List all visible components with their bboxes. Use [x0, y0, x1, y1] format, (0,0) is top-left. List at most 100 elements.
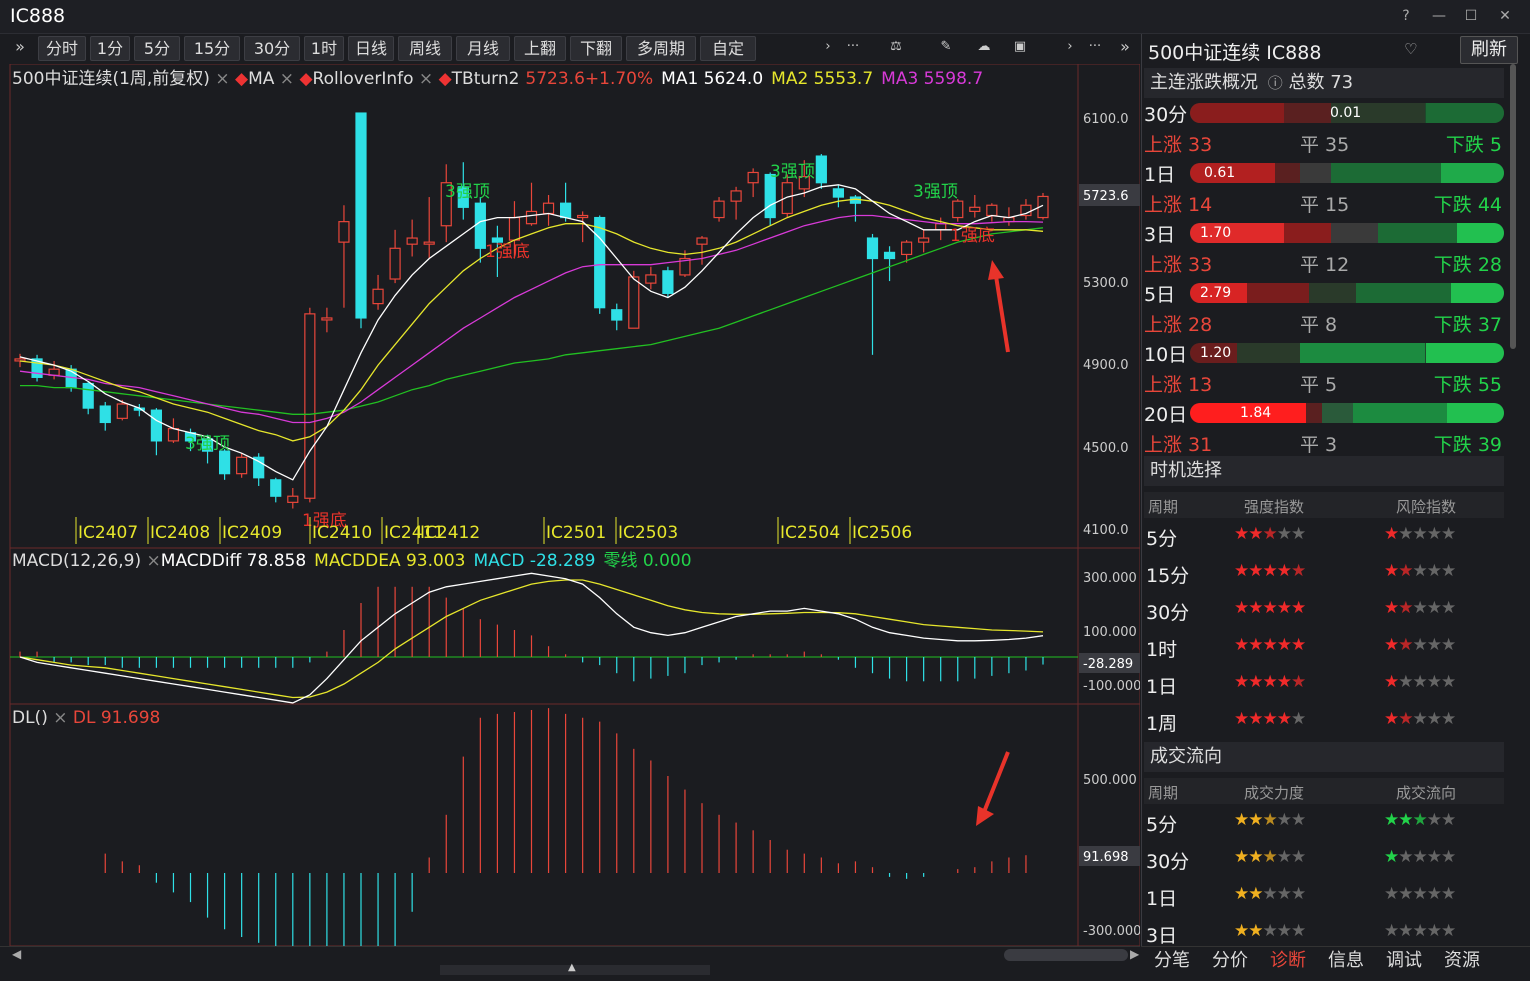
period-button-10[interactable]: 下翻 — [570, 36, 622, 61]
candle-body — [730, 190, 742, 202]
overview-value: 0.61 — [1204, 165, 1236, 181]
splitter-up-icon[interactable]: ▲ — [568, 962, 576, 973]
candle-body — [304, 313, 316, 499]
candle-body — [31, 358, 43, 378]
flow-title: 成交流向 — [1150, 746, 1222, 767]
candle-body — [116, 403, 128, 419]
strength-stars: ★★★★★ — [1234, 635, 1306, 655]
bottom-signal-label: 1强底 — [950, 226, 995, 246]
tab-1[interactable]: 分价 — [1212, 950, 1248, 971]
candle-body — [866, 237, 879, 260]
candle-body — [679, 257, 691, 276]
overview-down: 下跌 37 — [1433, 314, 1502, 336]
chart-area[interactable]: 3强顶 3强顶 3强顶 3强顶 1强底 1强底 1强底 IC2407 IC2408 IC2409 I… — [0, 64, 1140, 946]
refresh-button[interactable]: 刷新 — [1460, 36, 1518, 64]
period-button-8[interactable]: 月线 — [456, 36, 510, 61]
bar-segment — [1309, 283, 1357, 303]
chevron-right-icon[interactable]: › — [825, 39, 831, 54]
period-button-1[interactable]: 1分 — [90, 36, 130, 61]
overview-bar: 0.01 — [1190, 103, 1504, 123]
risk-stars: ★★★★★ — [1384, 884, 1456, 904]
tab-3[interactable]: 信息 — [1328, 950, 1364, 971]
candle-body — [918, 237, 930, 243]
minimize-icon[interactable]: — — [1432, 8, 1446, 24]
tab-2[interactable]: 诊断 — [1270, 950, 1306, 971]
bar-segment — [1356, 283, 1451, 303]
table-period: 30分 — [1146, 602, 1190, 624]
overview-flat: 平 3 — [1300, 434, 1338, 456]
candle-body — [287, 495, 299, 503]
help-circle-icon[interactable]: ⓘ — [1267, 74, 1283, 92]
candle-body — [14, 358, 26, 362]
overview-period: 30分 — [1144, 104, 1188, 126]
more-icon[interactable]: ··· — [846, 39, 860, 54]
period-button-6[interactable]: 日线 — [348, 36, 394, 61]
table-header: 周期 成交力度 成交流向 — [1144, 778, 1504, 804]
scrollbar[interactable] — [1510, 64, 1516, 349]
cloud-icon[interactable]: ☁ — [977, 39, 991, 54]
window-icon[interactable]: ▣ — [1013, 39, 1027, 54]
table-header-cell: 周期 — [1148, 784, 1179, 802]
scroll-left-icon[interactable]: ◀ — [12, 947, 22, 961]
period-button-2[interactable]: 5分 — [134, 36, 180, 61]
rights-icon[interactable]: ⚖ — [890, 39, 902, 54]
bar-segment — [1450, 283, 1504, 303]
candle-body — [508, 216, 521, 241]
candle-body — [372, 288, 384, 305]
contract-label: IC2412 — [420, 523, 480, 543]
overview-period: 5日 — [1144, 284, 1176, 306]
dl-tick: 500.000 — [1083, 773, 1137, 788]
risk-stars: ★★★★★ — [1384, 709, 1456, 729]
macd-panel — [10, 572, 1078, 704]
scroll-thumb[interactable] — [1004, 949, 1128, 961]
arrow-up-annotation — [988, 260, 1010, 353]
contract-label: IC2410 — [312, 523, 372, 543]
bar-segment — [1447, 403, 1504, 423]
period-button-0[interactable]: 分时 — [38, 36, 86, 61]
help-icon[interactable]: ? — [1402, 8, 1410, 24]
period-button-7[interactable]: 周线 — [398, 36, 452, 61]
bar-segment — [1190, 283, 1247, 303]
nav-right-icon[interactable]: › — [1067, 39, 1073, 54]
candle-body — [628, 276, 640, 329]
period-button-4[interactable]: 30分 — [244, 36, 300, 61]
period-button-11[interactable]: 多周期 — [626, 36, 696, 61]
price-tick: 4900.0 — [1083, 358, 1129, 373]
expand-icon[interactable]: » — [15, 37, 25, 56]
tab-5[interactable]: 资源 — [1444, 950, 1480, 971]
tab-0[interactable]: 分笔 — [1154, 950, 1190, 971]
period-button-9[interactable]: 上翻 — [514, 36, 566, 61]
table-header-cell: 周期 — [1148, 498, 1179, 516]
candle-body — [832, 188, 845, 198]
period-button-3[interactable]: 15分 — [184, 36, 240, 61]
scroll-right-icon[interactable]: ▶ — [1130, 947, 1140, 961]
maximize-icon[interactable]: ☐ — [1464, 8, 1478, 24]
candle-body — [577, 214, 589, 219]
candle-body — [150, 409, 162, 442]
panel-title: 500中证连续 IC888 — [1148, 42, 1322, 64]
table-header-cell: 成交流向 — [1396, 784, 1457, 802]
collapse-icon[interactable]: » — [1120, 37, 1130, 56]
heart-icon[interactable]: ♡ — [1404, 40, 1418, 58]
tab-4[interactable]: 调试 — [1386, 950, 1422, 971]
price-tick: 6100.0 — [1083, 112, 1129, 127]
more2-icon[interactable]: ··· — [1088, 39, 1102, 54]
draw-icon[interactable]: ✎ — [940, 39, 952, 54]
ma3-line — [19, 214, 1044, 424]
candle-body — [201, 438, 214, 452]
candle-body — [781, 182, 793, 215]
bottom-bar: ◀ ▶ ▲ — [0, 946, 1140, 981]
bar-segment — [1353, 403, 1448, 423]
candle-body — [815, 155, 827, 184]
macd-tick: -100.000 — [1083, 679, 1140, 694]
candle-body — [952, 200, 964, 219]
candle-body — [645, 274, 657, 284]
close-icon[interactable]: ✕ — [1499, 8, 1511, 24]
candle-body — [491, 237, 503, 243]
period-button-5[interactable]: 1时 — [304, 36, 344, 61]
candle-body — [900, 241, 913, 256]
price-tick: 5300.0 — [1083, 276, 1129, 291]
splitter[interactable] — [440, 965, 710, 975]
period-button-12[interactable]: 自定 — [700, 36, 756, 61]
risk-stars: ★★★★★ — [1384, 847, 1456, 867]
